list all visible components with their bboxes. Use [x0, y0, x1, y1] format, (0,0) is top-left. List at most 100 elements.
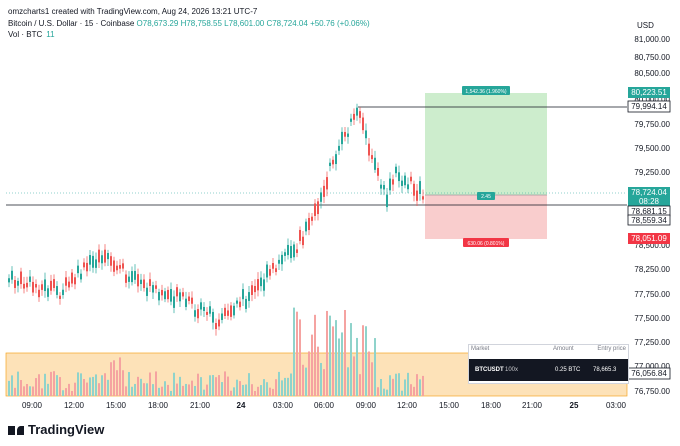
- order-row[interactable]: BTCUSDT 100x 0.25 BTC 78,665.3: [469, 359, 628, 381]
- volume-bar: [416, 374, 418, 396]
- candle-body: [275, 268, 277, 272]
- order-leverage: 100x: [505, 367, 519, 373]
- candle-body: [56, 286, 58, 295]
- volume-bar: [134, 383, 136, 396]
- order-pair: BTCUSDT: [475, 367, 504, 373]
- volume-bar: [128, 372, 130, 396]
- price-tag-stop: 78,051.09: [628, 233, 670, 244]
- candle-body: [362, 117, 364, 131]
- price-tag-target: 80,223.51: [628, 87, 670, 98]
- price-tick-label: 76,750.00: [634, 387, 670, 396]
- candle-body: [236, 300, 238, 304]
- symbol-title[interactable]: Bitcoin / U.S. Dollar · 15 · Coinbase: [8, 19, 135, 28]
- time-tick-label: 24: [237, 401, 246, 410]
- svg-text:80,223.51: 80,223.51: [631, 88, 667, 97]
- candle-body: [116, 265, 118, 271]
- candle-body: [71, 272, 73, 284]
- price-tick-label: 78,500.00: [634, 241, 670, 250]
- candle-body: [110, 256, 112, 266]
- volume-bar: [77, 372, 79, 396]
- order-panel[interactable]: Market Amount Entry price BTCUSDT 100x 0…: [468, 344, 629, 384]
- volume-bar: [89, 377, 91, 396]
- candle-body: [77, 265, 79, 274]
- stop-label-box: [463, 238, 509, 247]
- candle-body: [299, 229, 301, 241]
- price-tick-label: 78,250.00: [634, 265, 670, 274]
- price-tick-label: 77,000.00: [634, 362, 670, 371]
- candle-body: [119, 265, 121, 269]
- volume-bar: [56, 375, 58, 396]
- candle-body: [419, 181, 421, 194]
- chart-header: omzcharts1 created with TradingView.com,…: [8, 6, 370, 29]
- volume-bar: [203, 389, 205, 396]
- price-tick-label: 80,750.00: [634, 53, 670, 62]
- volume-bar: [191, 380, 193, 396]
- volume-bar: [308, 351, 310, 396]
- candle-body: [206, 311, 208, 315]
- candle-body: [113, 260, 115, 272]
- price-tag-high-line: 79,994.14: [627, 100, 671, 113]
- svg-text:76,056.84: 76,056.84: [631, 369, 667, 378]
- volume-bar: [320, 362, 322, 396]
- volume-bar: [419, 379, 421, 396]
- price-tick-label: 77,750.00: [634, 290, 670, 299]
- candle-body: [128, 276, 130, 282]
- candle-body: [131, 271, 133, 283]
- volume-bar: [116, 370, 118, 396]
- time-axis[interactable]: 09:00 12:00 15:00 18:00 21:00 24 03:00 06:00 09:…: [22, 401, 627, 410]
- volume-bar: [110, 362, 112, 396]
- candle-body: [164, 291, 166, 300]
- candle-body: [101, 255, 103, 264]
- volume-bar: [284, 377, 286, 396]
- volume-bar: [236, 379, 238, 396]
- time-tick-label: 15:00: [439, 401, 460, 410]
- candle-body: [35, 284, 37, 288]
- candle-body: [95, 259, 97, 268]
- profit-zone[interactable]: [425, 93, 547, 195]
- candle-body: [305, 221, 307, 232]
- price-tick-label: 79,500.00: [634, 144, 670, 153]
- volume-bar: [278, 371, 280, 396]
- candle-body: [200, 302, 202, 310]
- volume-bar: [329, 315, 331, 396]
- volume-bar: [215, 377, 217, 396]
- volume-bar: [239, 381, 241, 396]
- volume-bars: [8, 307, 424, 396]
- candle-body: [170, 289, 172, 302]
- volume-bar: [368, 351, 370, 396]
- candle-body: [281, 254, 283, 265]
- volume-bar: [17, 371, 19, 396]
- ohlc-low: L78,601.00: [224, 19, 265, 28]
- candle-body: [191, 297, 193, 304]
- tradingview-brand[interactable]: TradingView: [8, 422, 104, 437]
- tradingview-logo-icon: [8, 425, 24, 435]
- candle-body: [326, 177, 328, 190]
- volume-bar: [392, 378, 394, 396]
- candle-body: [368, 143, 370, 156]
- volume-bar: [362, 325, 364, 396]
- candle-body: [146, 287, 148, 296]
- candle-body: [158, 291, 160, 301]
- volume-bar: [263, 379, 265, 396]
- volume-bar: [92, 376, 94, 396]
- candle-body: [137, 274, 139, 287]
- volume-bar: [287, 377, 289, 396]
- candle-body: [53, 279, 55, 288]
- candle-body: [197, 309, 199, 319]
- volume-bar: [251, 384, 253, 396]
- candle-body: [389, 178, 391, 191]
- volume-bar: [158, 387, 160, 396]
- volume-bar: [185, 383, 187, 396]
- loss-zone[interactable]: [425, 195, 547, 239]
- volume-bar: [341, 332, 343, 396]
- volume-bar: [161, 386, 163, 396]
- time-tick-label: 18:00: [481, 401, 502, 410]
- volume-bar: [326, 310, 328, 396]
- ohlc-change: +50.76 (+0.06%): [310, 19, 370, 28]
- volume-bar: [176, 383, 178, 396]
- volume-bar: [131, 386, 133, 396]
- candle-body: [8, 278, 10, 283]
- volume-bar: [29, 386, 31, 396]
- volume-bar: [383, 388, 385, 396]
- volume-bar: [338, 338, 340, 396]
